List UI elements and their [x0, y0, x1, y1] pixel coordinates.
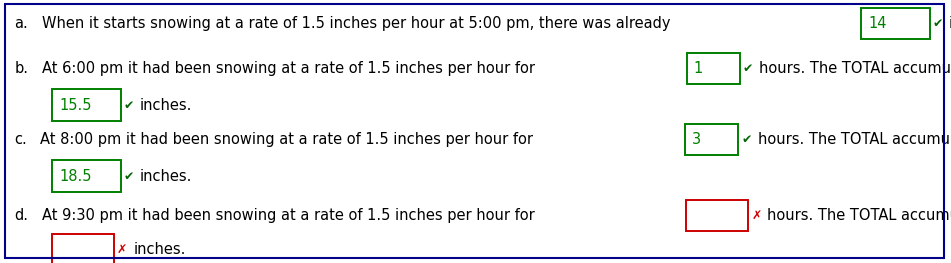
Text: At 9:30 pm it had been snowing at a rate of 1.5 inches per hour for: At 9:30 pm it had been snowing at a rate…: [42, 208, 539, 223]
Text: inches.: inches.: [140, 98, 192, 113]
Text: hours. The TOTAL accumulated snowfall since: hours. The TOTAL accumulated snowfall si…: [759, 61, 951, 76]
Text: 18.5: 18.5: [59, 169, 91, 184]
Text: 1: 1: [693, 61, 703, 76]
Text: ✔: ✔: [743, 62, 753, 75]
Text: ✗: ✗: [117, 243, 127, 256]
FancyBboxPatch shape: [685, 124, 738, 155]
Text: c.: c.: [14, 132, 27, 147]
Text: ✔: ✔: [124, 99, 134, 112]
Text: At 8:00 pm it had been snowing at a rate of 1.5 inches per hour for: At 8:00 pm it had been snowing at a rate…: [40, 132, 538, 147]
Text: 3: 3: [691, 132, 701, 147]
Text: 15.5: 15.5: [59, 98, 91, 113]
Text: inches.: inches.: [140, 169, 192, 184]
FancyBboxPatch shape: [862, 8, 930, 39]
FancyBboxPatch shape: [687, 200, 748, 231]
FancyBboxPatch shape: [52, 234, 114, 263]
Text: At 6:00 pm it had been snowing at a rate of 1.5 inches per hour for: At 6:00 pm it had been snowing at a rate…: [42, 61, 539, 76]
Text: inches of snow accumulated.: inches of snow accumulated.: [949, 16, 951, 31]
Text: When it starts snowing at a rate of 1.5 inches per hour at 5:00 pm, there was al: When it starts snowing at a rate of 1.5 …: [42, 16, 674, 31]
Text: d.: d.: [14, 208, 29, 223]
Text: hours. The TOTAL accumulated snowfall since: hours. The TOTAL accumulated snowfall si…: [767, 208, 951, 223]
FancyBboxPatch shape: [687, 53, 740, 84]
FancyBboxPatch shape: [52, 89, 121, 121]
Text: b.: b.: [14, 61, 29, 76]
Text: hours. The TOTAL accumulated snowfall since: hours. The TOTAL accumulated snowfall si…: [758, 132, 951, 147]
Text: a.: a.: [14, 16, 28, 31]
FancyBboxPatch shape: [52, 160, 121, 192]
Text: inches.: inches.: [133, 242, 185, 257]
Text: ✔: ✔: [933, 17, 943, 30]
Text: ✗: ✗: [751, 209, 762, 222]
Text: ✔: ✔: [741, 133, 751, 146]
Text: ✔: ✔: [124, 170, 134, 183]
Text: 14: 14: [868, 16, 886, 31]
